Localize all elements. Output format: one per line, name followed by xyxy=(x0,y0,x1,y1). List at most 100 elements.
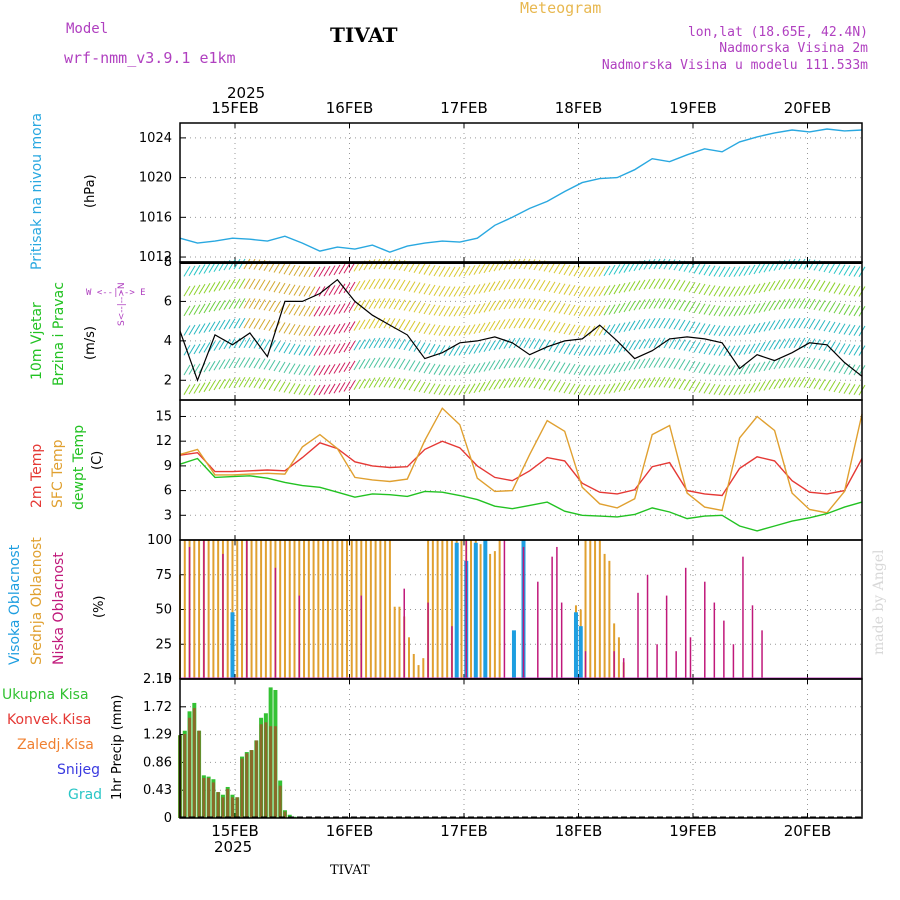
wind-barb xyxy=(743,265,751,276)
wind-barb xyxy=(373,278,381,290)
wind-barb xyxy=(263,339,271,350)
wind-barb xyxy=(313,345,321,356)
wind-barb xyxy=(183,266,191,277)
wind-barb xyxy=(668,357,676,369)
wind-barb xyxy=(438,285,446,297)
wind-barb xyxy=(768,359,776,371)
wind-barb xyxy=(353,359,361,371)
wind-barb xyxy=(598,384,606,395)
wind-barb xyxy=(808,377,816,389)
wind-barb xyxy=(728,384,736,396)
wind-barb xyxy=(233,278,241,290)
wind-barb xyxy=(518,278,526,289)
wind-barb xyxy=(663,318,671,329)
wind-barb xyxy=(803,278,811,290)
wind-barb xyxy=(188,383,196,395)
cloud-low-bar xyxy=(704,581,706,679)
wind-barb xyxy=(583,266,591,278)
wind-barb xyxy=(398,338,406,350)
wind-barb xyxy=(808,279,816,290)
wind-barb xyxy=(403,339,411,351)
wind-barb xyxy=(478,362,486,373)
wind-barb xyxy=(758,302,766,313)
wind-barb xyxy=(548,321,556,332)
wind-barb xyxy=(778,318,786,330)
wind-barb xyxy=(208,380,216,392)
wind-barb xyxy=(823,340,831,352)
wind-barb xyxy=(768,280,776,292)
wind-barb xyxy=(663,377,671,388)
wind-barb xyxy=(438,364,446,376)
wind-barb xyxy=(423,362,431,374)
wind-barb xyxy=(783,318,791,329)
precip-conv-bar xyxy=(183,733,187,818)
wind-barb xyxy=(413,341,421,352)
wind-barb xyxy=(603,324,611,336)
cloud-mid-bar xyxy=(217,540,220,679)
precip-conv-bar xyxy=(240,758,244,818)
wind-barb xyxy=(193,304,201,315)
cloud-mid-bar xyxy=(312,540,315,679)
wind-barb xyxy=(253,357,261,369)
wind-barb xyxy=(553,302,561,313)
wind-barb xyxy=(803,318,811,329)
wind-barb xyxy=(723,306,731,317)
wind-barb xyxy=(598,285,606,297)
cloud-mid-bar xyxy=(288,540,291,679)
wind-barb xyxy=(628,300,636,312)
cloud-mid-bar xyxy=(350,540,353,679)
wind-barb xyxy=(698,283,706,295)
wind-barb xyxy=(693,282,701,294)
wind-barb xyxy=(493,300,501,311)
cloud-mid-bar xyxy=(450,540,453,679)
wind-barb xyxy=(768,320,776,331)
wind-barb xyxy=(463,384,471,395)
wind-barb xyxy=(548,380,556,391)
wind-barb xyxy=(648,318,656,329)
wind-barb xyxy=(548,281,556,293)
wind-barb xyxy=(218,300,226,311)
cloud-low-bar xyxy=(551,556,553,679)
wind-barb xyxy=(413,282,421,293)
wind-barb xyxy=(693,381,701,392)
wind-barb xyxy=(338,303,346,314)
wind-barb xyxy=(288,264,296,276)
wind-barb xyxy=(493,280,501,292)
wind-barb xyxy=(453,286,461,297)
wind-speed-line xyxy=(179,278,863,383)
wind-barb xyxy=(348,301,356,312)
cloud-mid-bar xyxy=(584,540,587,679)
year-bottom: 2025 xyxy=(214,838,253,856)
wind-barb xyxy=(603,305,611,316)
wind-barb xyxy=(853,305,861,317)
cloud-low-bar xyxy=(613,651,615,679)
wind-barb xyxy=(708,285,716,296)
wind-barb xyxy=(298,285,306,297)
wind-barb xyxy=(738,325,746,336)
cloud-mid-bar xyxy=(398,606,401,679)
wind-barb xyxy=(478,322,486,334)
wind-barb xyxy=(403,379,411,390)
cloud-low-bar xyxy=(427,602,429,679)
day-label-top: 17FEB xyxy=(440,99,487,117)
wind-barb xyxy=(533,279,541,290)
wind-barb xyxy=(258,279,266,291)
wind-barb xyxy=(333,382,341,394)
wind-barb xyxy=(633,359,641,370)
wind-barb xyxy=(718,325,726,337)
wind-barb xyxy=(553,361,561,372)
wind-barb xyxy=(423,284,431,295)
precip-conv-bar xyxy=(259,724,263,818)
wind-barb xyxy=(773,339,781,350)
wind-barb xyxy=(378,317,386,329)
day-label-bottom: 19FEB xyxy=(669,822,716,840)
wind-barb xyxy=(218,339,226,351)
wind-barb xyxy=(238,357,246,368)
cloud-mid-bar xyxy=(379,540,382,679)
wind-barb xyxy=(308,325,316,337)
wind-barb xyxy=(358,280,366,291)
precip-conv-bar xyxy=(221,797,225,818)
wind-barb xyxy=(483,380,491,392)
wind-barb xyxy=(748,363,756,374)
wind-barb xyxy=(248,357,256,368)
